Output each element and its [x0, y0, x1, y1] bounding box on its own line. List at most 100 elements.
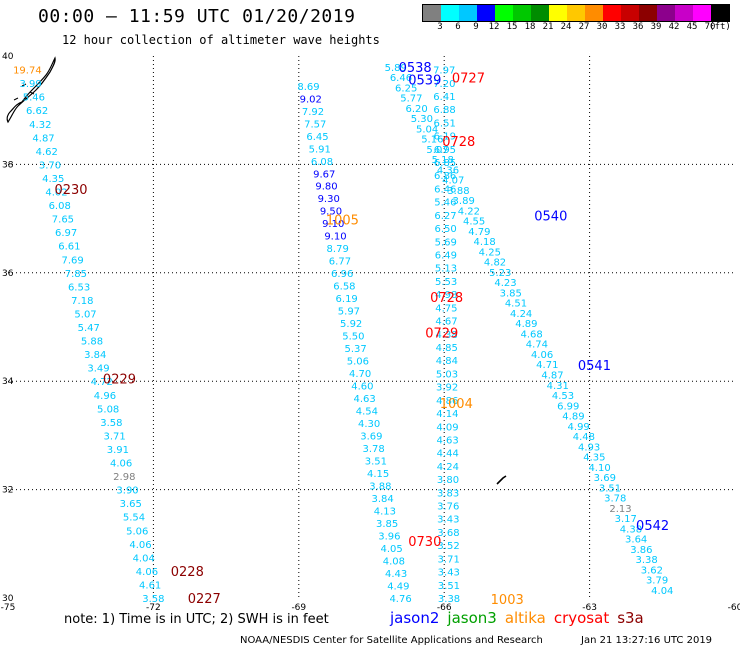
swh-value: 4.93: [578, 442, 600, 453]
swh-value: 3.62: [641, 565, 663, 576]
pass-time-label: 0730: [408, 535, 441, 550]
swh-value: 4.53: [552, 391, 574, 402]
swh-value: 5.46: [434, 198, 456, 209]
swh-value: 4.89: [562, 412, 584, 423]
swh-value: 4.15: [367, 469, 389, 480]
swh-value: 9.50: [320, 207, 342, 218]
lat-tick-label: 36: [2, 269, 14, 279]
pass-time-label: 0538: [399, 61, 432, 76]
swh-value: 5.06: [347, 357, 369, 368]
swh-value: 4.08: [383, 557, 405, 568]
swh-value: 4.60: [351, 382, 373, 393]
swh-value: 4.06: [531, 350, 553, 361]
swh-value: 5.50: [342, 332, 364, 343]
swh-value: 7.92: [302, 107, 324, 118]
swh-value: 2.13: [609, 504, 631, 515]
color-swatch: [675, 5, 693, 21]
swh-value: 9.80: [315, 182, 337, 193]
swh-value: 3.99: [19, 79, 41, 90]
swh-value: 4.14: [436, 409, 458, 420]
swh-value: 3.88: [447, 186, 469, 197]
swh-value: 5.07: [426, 145, 448, 156]
swh-value: 3.96: [378, 532, 400, 543]
swh-value: 4.70: [349, 369, 371, 380]
swh-value: 3.38: [635, 555, 657, 566]
swh-value: 6.46: [390, 73, 412, 84]
color-swatch: [657, 5, 675, 21]
swh-value: 3.92: [436, 383, 458, 394]
swh-value: 4.62: [36, 147, 58, 158]
pass-time-label: 0540: [534, 209, 567, 224]
pass-time-label: 0542: [636, 519, 669, 534]
swh-value: 4.43: [385, 569, 407, 580]
swh-value: 4.06: [136, 567, 158, 578]
swh-value: 5.89: [385, 63, 407, 74]
swh-value: 7.65: [52, 215, 74, 226]
swh-value: 5.04: [416, 124, 438, 135]
lon-tick-label: -72: [146, 603, 161, 613]
swh-value: 3.86: [630, 545, 652, 556]
swh-value: 3.17: [615, 514, 637, 525]
swh-value: 19.74: [13, 66, 42, 77]
lat-tick-label: 38: [2, 160, 14, 170]
swh-value: 9.10: [322, 219, 344, 230]
swh-value: 5.53: [435, 277, 457, 288]
swh-value: 5.06: [126, 526, 148, 537]
color-scale-label: 70: [704, 22, 716, 32]
pass-time-label: 0539: [408, 73, 441, 88]
swh-value: 4.04: [651, 586, 673, 597]
color-swatch: [711, 5, 729, 21]
swh-value: 5.30: [411, 114, 433, 125]
swh-value: 4.07: [442, 176, 464, 187]
swh-value: 6.85: [434, 158, 456, 169]
swh-value: 6.49: [435, 251, 457, 262]
pass-time-label: 1004: [440, 397, 473, 412]
swh-value: 4.18: [473, 237, 495, 248]
swh-value: 4.86: [436, 396, 458, 407]
swh-value: 6.08: [49, 201, 71, 212]
swh-value: 3.71: [103, 431, 125, 442]
lat-tick-label: 34: [2, 377, 14, 387]
swh-value: 4.74: [526, 340, 548, 351]
swh-value: 7.97: [433, 66, 455, 77]
swh-value: 4.85: [436, 343, 458, 354]
swh-value: 3.85: [500, 288, 522, 299]
swh-value: 4.38: [620, 524, 642, 535]
swh-value: 6.88: [433, 105, 455, 116]
swh-value: 6.50: [435, 224, 457, 235]
color-swatch: [513, 5, 531, 21]
coastline: [6, 56, 56, 124]
swh-value: 3.58: [142, 594, 164, 605]
swh-value: 6.99: [557, 401, 579, 412]
legend-item-jason3: jason3: [447, 609, 497, 627]
swh-value: 4.44: [437, 449, 459, 460]
swh-value: 3.51: [599, 483, 621, 494]
swh-value: 2.98: [113, 472, 135, 483]
color-swatch: [621, 5, 639, 21]
credit-text: NOAA/NESDIS Center for Satellite Applica…: [240, 635, 543, 646]
color-scale-label: 15: [506, 22, 518, 32]
swh-value: 6.20: [406, 104, 428, 115]
lat-tick-label: 40: [2, 52, 14, 62]
color-swatch: [495, 5, 513, 21]
swh-value: 6.97: [55, 228, 77, 239]
lon-tick-label: -69: [291, 603, 306, 613]
legend-item-altika: altika: [504, 609, 546, 627]
swh-value: 7.85: [65, 269, 87, 280]
swh-value: 5.13: [435, 264, 457, 275]
swh-value: 4.98: [435, 290, 457, 301]
legend-item-cryosat: cryosat: [553, 609, 610, 627]
swh-value: 4.49: [387, 582, 409, 593]
swh-value: 8.79: [327, 244, 349, 255]
swh-value: 4.82: [484, 258, 506, 269]
swh-value: 5.03: [436, 369, 458, 380]
swh-value: 5.37: [345, 344, 367, 355]
pass-time-label: 0541: [578, 359, 611, 374]
color-scale-label: 27: [578, 22, 590, 32]
swh-value: 6.08: [311, 157, 333, 168]
swh-value: 9.10: [324, 232, 346, 243]
swh-value: 4.25: [479, 247, 501, 258]
swh-value: 4.31: [547, 381, 569, 392]
swh-value: 6.62: [26, 106, 48, 117]
